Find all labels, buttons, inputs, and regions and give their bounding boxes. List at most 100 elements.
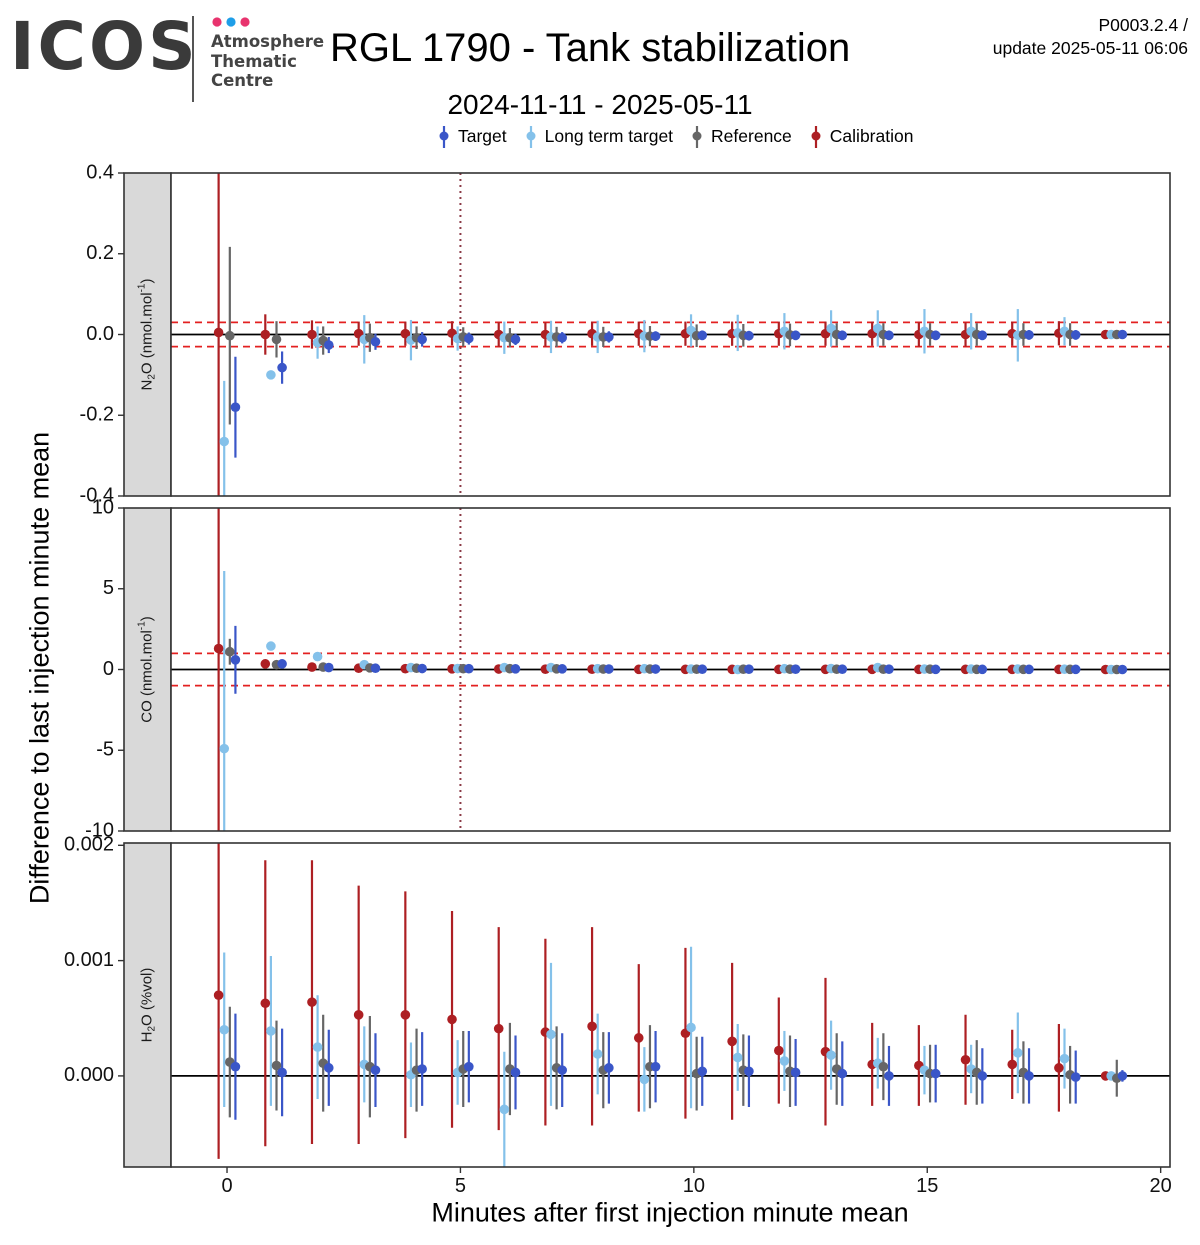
point-target-1 <box>277 1067 287 1078</box>
point-long_term_target-13 <box>826 323 836 334</box>
point-long_term_target-1 <box>266 1026 276 1036</box>
point-calibration-11 <box>727 1036 737 1047</box>
logo-dots-icon <box>212 17 250 27</box>
y-tick-label: 10 <box>92 496 114 518</box>
point-calibration-4 <box>400 328 411 339</box>
point-target-8 <box>604 332 614 342</box>
legend-label-calibration: Calibration <box>829 126 914 146</box>
y-tick-label: -5 <box>96 739 114 761</box>
point-long_term_target-1 <box>266 641 276 651</box>
legend: Target Long term target Reference Calibrati… <box>436 124 929 148</box>
point-long_term_target-9 <box>639 1074 650 1085</box>
point-target-1 <box>277 362 287 373</box>
point-target-10 <box>697 664 708 674</box>
panel-strip-label: H2O (%vol) <box>138 968 157 1043</box>
point-target-18 <box>1070 1072 1081 1082</box>
point-target-11 <box>744 330 754 341</box>
point-target-6 <box>510 664 521 674</box>
y-tick-label: -10 <box>85 819 114 841</box>
point-long_term_target-2 <box>312 1042 323 1052</box>
point-target-1 <box>277 659 287 669</box>
y-tick-label: 0 <box>103 658 114 680</box>
x-tick-label: 10 <box>683 1175 705 1197</box>
panel-strip <box>123 842 172 1168</box>
point-target-12 <box>790 664 801 674</box>
y-tick-label: -0.2 <box>80 404 114 426</box>
legend-key-calibration <box>811 126 821 148</box>
point-target-14 <box>884 1071 894 1081</box>
panel-strip <box>123 507 172 832</box>
legend-item-target: Target <box>436 124 507 148</box>
point-target-11 <box>744 664 754 674</box>
point-target-0 <box>230 1061 241 1072</box>
point-target-4 <box>417 663 427 674</box>
logo-dot-blue <box>226 17 236 27</box>
x-axis-label: Minutes after first injection minute mea… <box>431 1197 909 1228</box>
logo-divider <box>192 16 194 102</box>
point-calibration-8 <box>587 1021 597 1032</box>
point-long_term_target-1 <box>266 370 276 380</box>
legend-key-reference <box>692 126 702 148</box>
y-tick-label: 0.000 <box>64 1064 114 1086</box>
point-target-14 <box>884 664 894 674</box>
point-target-17 <box>1024 330 1034 340</box>
point-target-16 <box>977 664 988 675</box>
legend-item-long_term_target: Long term target <box>523 124 673 148</box>
point-target-0 <box>230 655 241 665</box>
point-calibration-16 <box>960 1054 971 1065</box>
point-calibration-0 <box>213 990 224 1000</box>
point-calibration-1 <box>260 998 271 1009</box>
point-target-19 <box>1117 664 1128 675</box>
point-calibration-4 <box>400 1010 411 1020</box>
logo-dot-pink-2 <box>240 17 250 27</box>
point-target-4 <box>417 334 427 345</box>
y-tick-label: 5 <box>103 577 114 599</box>
point-target-12 <box>790 330 801 341</box>
point-target-18 <box>1070 330 1081 340</box>
point-target-17 <box>1024 664 1034 675</box>
point-long_term_target-12 <box>779 1056 790 1066</box>
point-target-8 <box>604 1063 614 1073</box>
point-reference-1 <box>271 1060 282 1071</box>
point-long_term_target-0 <box>219 743 230 754</box>
point-calibration-1 <box>260 659 271 669</box>
point-long_term_target-17 <box>1013 1048 1023 1058</box>
point-reference-14 <box>878 1061 889 1072</box>
icos-logo: ICOS <box>10 8 199 85</box>
point-target-13 <box>837 664 848 674</box>
point-target-9 <box>650 664 661 674</box>
point-calibration-2 <box>307 997 317 1007</box>
legend-label-reference: Reference <box>711 126 792 146</box>
point-target-15 <box>930 1068 941 1079</box>
point-target-6 <box>510 1067 521 1078</box>
point-target-6 <box>510 334 521 345</box>
point-long_term_target-0 <box>219 1024 230 1035</box>
legend-label-target: Target <box>458 126 507 146</box>
x-tick-label: 5 <box>455 1175 466 1197</box>
point-long_term_target-11 <box>732 1052 743 1063</box>
point-long_term_target-7 <box>546 1029 556 1040</box>
point-long_term_target-0 <box>219 436 230 447</box>
point-target-14 <box>884 330 894 341</box>
point-target-3 <box>370 663 381 674</box>
panel-0: N2O (nmol.mol-1) -0.4 -0.2 0.0 0.2 0.4 <box>80 161 1171 506</box>
point-reference-1 <box>271 334 282 345</box>
y-tick-label: 0.001 <box>64 949 114 971</box>
y-tick-label: 0.2 <box>86 242 114 264</box>
point-target-9 <box>650 1061 661 1072</box>
point-target-0 <box>230 402 241 412</box>
point-long_term_target-13 <box>826 1050 836 1060</box>
point-calibration-1 <box>260 329 271 340</box>
point-calibration-6 <box>493 1023 504 1034</box>
chart-subtitle: 2024-11-11 - 2025-05-11 <box>447 89 753 120</box>
point-calibration-3 <box>353 1010 364 1020</box>
point-calibration-2 <box>307 662 317 672</box>
panel-border <box>170 842 1171 1168</box>
panel-1: CO (nmol.mol-1) -10 -5 0 5 10 <box>85 496 1171 841</box>
x-tick-label: 15 <box>916 1175 938 1197</box>
legend-key-target <box>439 126 449 148</box>
panel-2: H2O (%vol) 0.000 0.001 0.002 <box>64 834 1171 1168</box>
point-target-13 <box>837 330 848 341</box>
y-tick-label: 0.002 <box>64 834 114 856</box>
point-long_term_target-18 <box>1059 1053 1070 1064</box>
